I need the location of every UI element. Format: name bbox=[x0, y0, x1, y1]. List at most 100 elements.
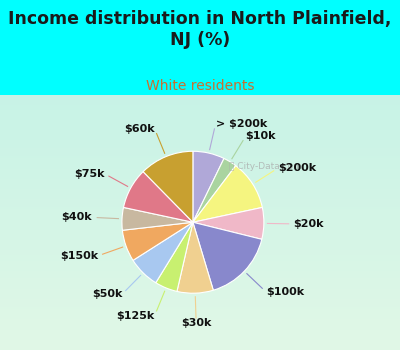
Text: $50k: $50k bbox=[92, 289, 122, 299]
Bar bbox=[0, 102, 400, 105]
Bar bbox=[0, 107, 400, 110]
Bar bbox=[0, 146, 400, 148]
Bar bbox=[0, 181, 400, 184]
Text: $150k: $150k bbox=[60, 251, 98, 261]
Bar bbox=[0, 171, 400, 174]
Bar bbox=[0, 250, 400, 253]
Bar bbox=[0, 187, 400, 189]
Bar bbox=[0, 161, 400, 163]
Bar bbox=[0, 222, 400, 225]
Bar bbox=[0, 294, 400, 296]
Bar bbox=[0, 342, 400, 345]
Text: $75k: $75k bbox=[74, 169, 104, 179]
Text: $100k: $100k bbox=[266, 287, 304, 297]
Bar bbox=[0, 174, 400, 176]
Bar bbox=[0, 348, 400, 350]
Bar bbox=[0, 312, 400, 314]
Bar bbox=[0, 248, 400, 250]
Bar bbox=[0, 337, 400, 340]
Bar bbox=[0, 105, 400, 107]
Bar bbox=[0, 204, 400, 207]
Bar bbox=[0, 94, 400, 97]
Bar bbox=[0, 156, 400, 158]
Text: $10k: $10k bbox=[246, 131, 276, 141]
Bar bbox=[0, 330, 400, 332]
Bar bbox=[0, 245, 400, 248]
Bar bbox=[0, 148, 400, 151]
Bar bbox=[0, 319, 400, 322]
Bar bbox=[0, 322, 400, 324]
Bar bbox=[0, 240, 400, 243]
Bar bbox=[0, 199, 400, 202]
Bar bbox=[0, 194, 400, 197]
Bar bbox=[0, 197, 400, 199]
Bar bbox=[0, 266, 400, 268]
Wedge shape bbox=[122, 208, 193, 230]
Bar bbox=[0, 345, 400, 348]
Text: Income distribution in North Plainfield,
NJ (%): Income distribution in North Plainfield,… bbox=[8, 10, 392, 49]
Wedge shape bbox=[193, 222, 262, 290]
Bar bbox=[0, 286, 400, 289]
Text: White residents: White residents bbox=[146, 79, 254, 93]
Text: $60k: $60k bbox=[124, 124, 155, 134]
Bar bbox=[0, 120, 400, 122]
Bar bbox=[0, 179, 400, 181]
Bar bbox=[0, 324, 400, 327]
Bar bbox=[0, 258, 400, 260]
Bar bbox=[0, 153, 400, 156]
Wedge shape bbox=[143, 151, 193, 222]
Bar bbox=[0, 230, 400, 232]
Bar bbox=[0, 309, 400, 312]
Bar bbox=[0, 202, 400, 204]
Bar bbox=[0, 176, 400, 179]
Bar bbox=[0, 260, 400, 263]
Wedge shape bbox=[122, 222, 193, 260]
Bar bbox=[0, 301, 400, 304]
Bar bbox=[0, 184, 400, 187]
Bar bbox=[0, 143, 400, 146]
Text: $200k: $200k bbox=[278, 163, 316, 173]
Bar bbox=[0, 191, 400, 194]
Bar bbox=[0, 314, 400, 317]
Bar bbox=[0, 253, 400, 255]
Bar bbox=[0, 158, 400, 161]
Bar bbox=[0, 207, 400, 209]
Bar bbox=[0, 151, 400, 153]
Bar bbox=[0, 327, 400, 330]
Bar bbox=[0, 169, 400, 171]
Bar bbox=[0, 268, 400, 271]
Bar bbox=[0, 97, 400, 100]
Bar bbox=[0, 289, 400, 291]
Bar bbox=[0, 125, 400, 128]
Bar bbox=[0, 281, 400, 284]
Bar bbox=[0, 317, 400, 319]
Bar bbox=[0, 115, 400, 118]
Bar bbox=[0, 307, 400, 309]
Bar bbox=[0, 243, 400, 245]
Bar bbox=[0, 340, 400, 342]
Bar bbox=[0, 110, 400, 112]
Bar bbox=[0, 133, 400, 135]
Wedge shape bbox=[193, 151, 224, 222]
Bar bbox=[0, 163, 400, 166]
Bar bbox=[0, 100, 400, 102]
Text: $40k: $40k bbox=[62, 212, 92, 222]
Bar bbox=[0, 284, 400, 286]
Bar bbox=[0, 238, 400, 240]
Bar bbox=[0, 122, 400, 125]
Bar bbox=[0, 335, 400, 337]
Wedge shape bbox=[193, 159, 236, 222]
Wedge shape bbox=[156, 222, 193, 292]
Text: > $200k: > $200k bbox=[216, 119, 267, 129]
Bar bbox=[0, 217, 400, 220]
Bar bbox=[0, 130, 400, 133]
Bar bbox=[0, 228, 400, 230]
Bar bbox=[0, 189, 400, 191]
Bar bbox=[0, 220, 400, 222]
Bar bbox=[0, 135, 400, 138]
Text: Ⓣ City-Data.com: Ⓣ City-Data.com bbox=[229, 162, 302, 170]
Bar bbox=[0, 209, 400, 212]
Bar bbox=[0, 263, 400, 266]
Bar bbox=[0, 299, 400, 301]
Wedge shape bbox=[124, 172, 193, 222]
